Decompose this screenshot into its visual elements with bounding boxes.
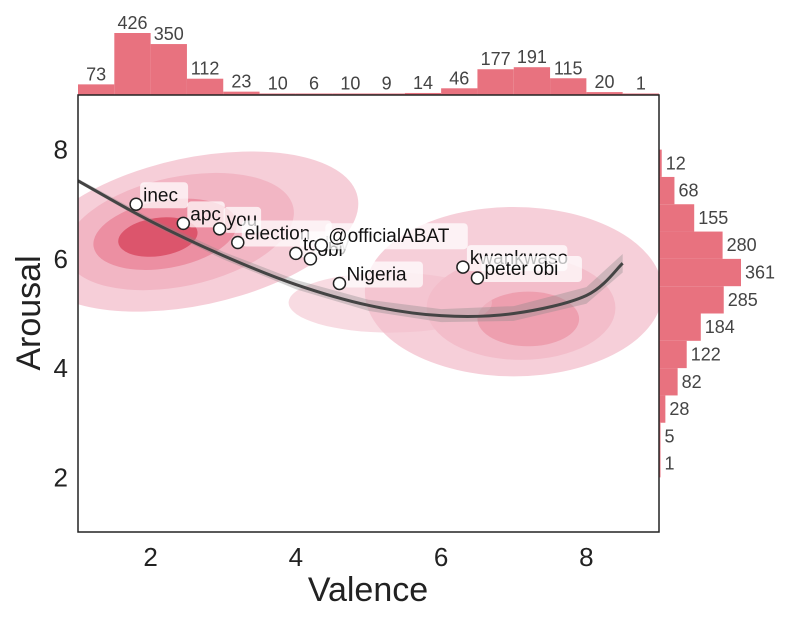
valence-hist-bar xyxy=(513,67,551,95)
valence-hist-bar xyxy=(441,88,478,95)
arousal-hist-bar xyxy=(659,258,741,287)
point-label: @officialABAT xyxy=(328,226,449,247)
point-marker xyxy=(303,252,318,266)
arousal-hist-bar xyxy=(659,204,695,232)
arousal-hist-bar xyxy=(659,395,666,423)
tick-labels: 2 4 6 8 2 4 6 8 xyxy=(54,135,594,572)
valence-hist-count: 426 xyxy=(117,13,147,33)
y-tick-label: 6 xyxy=(54,244,68,274)
valence-histogram: 73 426 350 112 23 10 6 10 9 14 46 177 191 115 20 1 xyxy=(78,13,659,95)
y-tick-label: 4 xyxy=(54,353,68,383)
valence-hist-bar xyxy=(586,92,623,95)
point-label-box xyxy=(140,182,189,209)
point-label-box xyxy=(325,223,468,250)
point-marker xyxy=(212,222,227,236)
data-point: apc xyxy=(176,201,225,231)
arousal-hist-count: 68 xyxy=(678,181,698,201)
point-label-box xyxy=(187,201,225,228)
valence-hist-count: 1 xyxy=(636,74,646,94)
point-label-box xyxy=(481,255,582,282)
arousal-hist-count: 1 xyxy=(665,454,675,474)
kde-contour-right-outer xyxy=(364,207,659,377)
valence-hist-count: 23 xyxy=(231,72,251,92)
valence-hist-bar xyxy=(150,44,187,95)
data-point: Nigeria xyxy=(332,261,423,291)
point-label: peter obi xyxy=(484,259,558,280)
y-tick-label: 2 xyxy=(54,462,68,492)
valence-hist-bar xyxy=(186,78,224,95)
point-marker xyxy=(176,216,191,231)
point-marker xyxy=(129,197,143,211)
y-axis-label: Arousal xyxy=(10,255,48,370)
data-point: peter obi xyxy=(470,255,582,285)
valence-hist-count: 350 xyxy=(154,24,184,44)
valence-hist-count: 6 xyxy=(309,74,319,94)
y-tick-label: 8 xyxy=(54,135,68,165)
data-point: @officialABAT xyxy=(314,223,468,252)
point-marker xyxy=(456,260,470,274)
valence-hist-count: 177 xyxy=(481,49,511,69)
point-marker xyxy=(289,246,303,261)
valence-hist-count: 115 xyxy=(554,58,583,78)
point-label-box xyxy=(343,261,423,288)
valence-hist-count: 46 xyxy=(449,68,469,88)
valence-hist-bar xyxy=(114,33,151,95)
points-layer: inecapcyouelectiontodayobi@officialABATN… xyxy=(129,182,582,291)
x-tick-label: 6 xyxy=(434,542,448,572)
valence-hist-count: 10 xyxy=(268,74,288,94)
arousal-hist-bar xyxy=(659,313,701,341)
arousal-hist-count: 285 xyxy=(728,290,758,310)
valence-hist-count: 9 xyxy=(382,74,392,94)
trend-line xyxy=(78,179,624,318)
arousal-hist-count: 28 xyxy=(669,399,689,419)
arousal-hist-count: 280 xyxy=(727,235,757,255)
kde-contour-left-core xyxy=(118,217,198,257)
arousal-hist-count: 82 xyxy=(682,372,702,392)
plot-frame xyxy=(77,94,660,533)
point-marker xyxy=(470,271,485,285)
data-point: election xyxy=(231,220,332,250)
arousal-hist-count: 12 xyxy=(666,153,686,173)
trend-layer xyxy=(78,178,624,323)
valence-hist-count: 112 xyxy=(191,59,220,79)
arousal-hist-bar xyxy=(659,340,687,369)
point-label: Nigeria xyxy=(346,264,407,285)
valence-hist-bar xyxy=(223,91,260,95)
point-marker xyxy=(231,235,245,250)
valence-hist-bar xyxy=(404,92,442,95)
point-marker xyxy=(314,238,329,252)
arousal-hist-count: 184 xyxy=(705,317,735,337)
point-label: apc xyxy=(190,204,221,225)
valence-hist-bar xyxy=(550,78,587,95)
arousal-hist-count: 361 xyxy=(745,263,775,283)
valence-hist-bar xyxy=(477,69,514,95)
arousal-hist-bar xyxy=(659,231,723,259)
x-tick-label: 2 xyxy=(143,542,157,572)
valence-hist-count: 73 xyxy=(86,64,106,84)
arousal-hist-bar xyxy=(659,176,675,205)
valence-hist-count: 20 xyxy=(595,72,615,92)
arousal-hist-count: 155 xyxy=(698,208,728,228)
x-tick-label: 4 xyxy=(289,542,303,572)
valence-hist-bar xyxy=(78,84,115,95)
arousal-hist-count: 5 xyxy=(665,426,675,446)
arousal-hist-bar xyxy=(659,286,724,314)
arousal-hist-count: 122 xyxy=(691,344,721,364)
valence-hist-count: 14 xyxy=(413,73,433,93)
data-point: inec xyxy=(129,182,189,211)
x-axis-label: Valence xyxy=(308,571,428,609)
kde-density-layer xyxy=(78,151,659,377)
point-label: election xyxy=(245,223,311,244)
valence-hist-count: 191 xyxy=(517,47,547,67)
x-tick-label: 8 xyxy=(579,542,593,572)
arousal-hist-bar xyxy=(659,149,662,177)
trend-confidence-band xyxy=(78,178,623,323)
valence-hist-count: 10 xyxy=(340,74,360,94)
point-marker xyxy=(332,276,347,291)
arousal-hist-bar xyxy=(659,368,678,396)
point-label: inec xyxy=(143,185,178,206)
